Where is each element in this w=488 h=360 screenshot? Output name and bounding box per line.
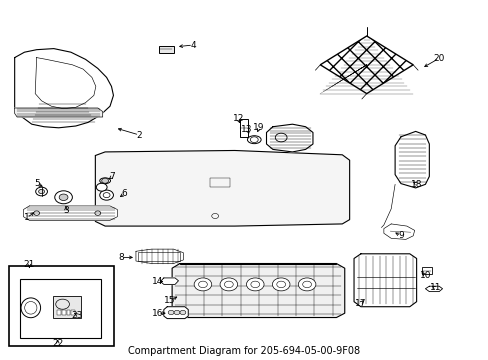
Polygon shape: [394, 131, 428, 188]
Text: 15: 15: [164, 296, 176, 305]
Bar: [421, 267, 431, 274]
Bar: [210, 178, 229, 187]
Circle shape: [194, 278, 211, 291]
Text: 7: 7: [109, 172, 115, 181]
Polygon shape: [353, 254, 416, 307]
Circle shape: [168, 310, 174, 315]
Circle shape: [96, 183, 107, 191]
Polygon shape: [425, 286, 442, 292]
Bar: [53, 296, 81, 318]
Polygon shape: [160, 278, 178, 284]
Bar: [57, 310, 61, 315]
Text: 8: 8: [118, 253, 124, 262]
Circle shape: [298, 278, 315, 291]
Circle shape: [272, 278, 289, 291]
Bar: [66, 310, 70, 315]
Bar: [239, 119, 248, 137]
Text: 20: 20: [432, 54, 444, 63]
Text: 17: 17: [354, 299, 366, 307]
Circle shape: [39, 189, 44, 194]
Polygon shape: [163, 307, 188, 319]
Text: 5: 5: [34, 179, 40, 188]
Text: 1: 1: [24, 213, 30, 222]
Bar: [138, 252, 180, 261]
Text: 18: 18: [410, 180, 422, 189]
Text: 16: 16: [152, 309, 163, 318]
Text: 13: 13: [241, 125, 252, 134]
Circle shape: [174, 310, 180, 315]
Ellipse shape: [100, 178, 110, 184]
Text: 14: 14: [152, 277, 163, 286]
Polygon shape: [320, 36, 412, 94]
Text: 12: 12: [232, 114, 244, 123]
Text: 11: 11: [428, 284, 440, 292]
Text: 3: 3: [63, 206, 69, 215]
Text: 6: 6: [122, 189, 127, 198]
Polygon shape: [383, 224, 414, 239]
Bar: [61, 310, 65, 315]
Circle shape: [55, 191, 72, 204]
Bar: [20, 279, 101, 338]
Text: 19: 19: [253, 123, 264, 132]
Text: 10: 10: [419, 271, 430, 280]
Circle shape: [36, 187, 47, 196]
Circle shape: [59, 194, 68, 201]
Text: Compartment Diagram for 205-694-05-00-9F08: Compartment Diagram for 205-694-05-00-9F…: [128, 346, 360, 356]
Circle shape: [220, 278, 237, 291]
Circle shape: [100, 190, 113, 200]
Text: 4: 4: [190, 40, 196, 49]
Bar: [159, 46, 173, 53]
Polygon shape: [15, 108, 102, 117]
Ellipse shape: [21, 298, 41, 318]
Text: 22: 22: [52, 339, 63, 348]
Polygon shape: [136, 249, 183, 264]
Polygon shape: [172, 264, 344, 318]
Text: 21: 21: [23, 260, 35, 269]
Circle shape: [180, 310, 185, 315]
Ellipse shape: [247, 136, 261, 144]
Polygon shape: [320, 36, 412, 94]
Bar: [9, 266, 114, 346]
Polygon shape: [15, 49, 113, 128]
Polygon shape: [23, 206, 117, 220]
Bar: [71, 310, 75, 315]
Polygon shape: [266, 124, 312, 152]
Polygon shape: [95, 150, 349, 226]
Circle shape: [102, 178, 108, 183]
Text: 23: 23: [71, 310, 83, 320]
Text: 9: 9: [397, 231, 403, 240]
Circle shape: [246, 278, 264, 291]
Text: 2: 2: [136, 130, 142, 139]
